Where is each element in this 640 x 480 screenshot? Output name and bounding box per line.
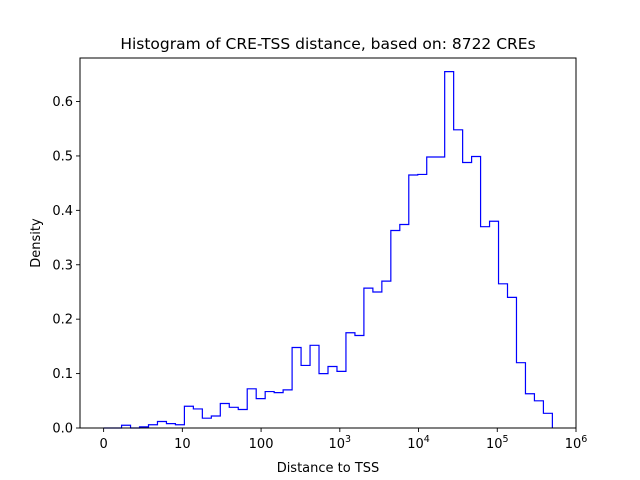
y-tick-label: 0.4 xyxy=(52,204,73,219)
y-tick-label: 0.5 xyxy=(52,149,73,164)
plot-frame xyxy=(79,57,577,429)
y-axis-title: Density xyxy=(29,218,44,268)
x-tick-label: 10 xyxy=(174,437,191,452)
y-tick-label: 0.1 xyxy=(52,367,73,382)
y-tick-label: 0.0 xyxy=(52,422,73,437)
x-tick-label: 105 xyxy=(486,434,509,452)
x-tick-label: 103 xyxy=(329,434,352,452)
x-tick-label: 0 xyxy=(99,437,107,452)
y-axis: 0.0 0.1 0.2 0.3 0.4 0.5 0.6 xyxy=(52,95,80,437)
y-tick-label: 0.3 xyxy=(52,258,73,273)
x-tick-label: 100 xyxy=(249,437,274,452)
x-tick-label: 106 xyxy=(565,434,588,452)
x-axis-title: Distance to TSS xyxy=(277,461,380,476)
x-axis: 0 10 100 103 104 105 106 xyxy=(99,428,587,452)
y-tick-label: 0.2 xyxy=(52,313,73,328)
chart-title: Histogram of CRE-TSS distance, based on:… xyxy=(120,35,535,53)
x-tick-label: 104 xyxy=(407,434,430,452)
y-tick-label: 0.6 xyxy=(52,95,73,110)
histogram-step-line xyxy=(103,71,553,429)
